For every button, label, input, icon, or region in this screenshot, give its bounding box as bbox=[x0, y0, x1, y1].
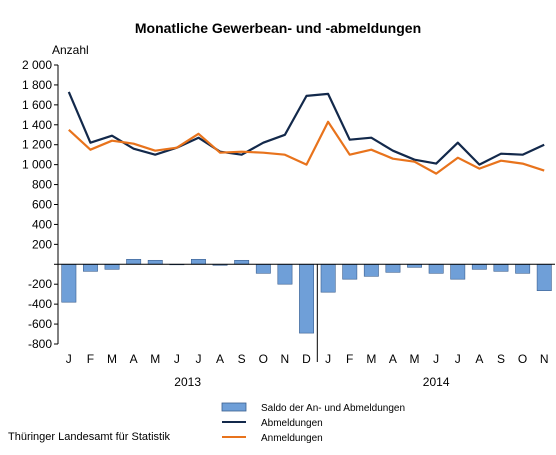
y-axis-label: Anzahl bbox=[52, 43, 89, 57]
y-tick-labels: 2 000 1 800 1 600 1 400 1 200 1 000 800 600 400 2… bbox=[22, 58, 52, 351]
saldo-bar bbox=[299, 263, 314, 334]
saldo-bar bbox=[191, 258, 206, 265]
saldo-bar bbox=[385, 263, 401, 273]
legend-label-saldo: Saldo der An- und Abmeldungen bbox=[261, 403, 405, 414]
saldo-bar bbox=[147, 259, 163, 265]
y-tick-label: 800 bbox=[32, 178, 52, 192]
y-tick-label: 1 200 bbox=[22, 138, 52, 152]
line-series bbox=[67, 91, 545, 175]
y-tick-label: 400 bbox=[32, 217, 52, 231]
y-tick-label: 1 400 bbox=[22, 118, 52, 132]
x-tick-label: S bbox=[497, 352, 505, 366]
y-tick-label: 1 600 bbox=[22, 98, 52, 112]
x-tick-label: S bbox=[238, 352, 246, 366]
year-label: 2014 bbox=[423, 375, 450, 389]
x-tick-label: N bbox=[281, 352, 290, 366]
chart-title: Monatliche Gewerbean- und -abmeldungen bbox=[135, 20, 421, 36]
x-tick-label: O bbox=[518, 352, 527, 366]
x-tick-label: M bbox=[410, 352, 420, 366]
x-tick-label: O bbox=[259, 352, 268, 366]
saldo-bar bbox=[342, 263, 358, 280]
x-tick-label: J bbox=[66, 352, 72, 366]
y-tick-label: 2 000 bbox=[22, 58, 52, 72]
axes bbox=[54, 64, 555, 362]
x-tick-label: J bbox=[174, 352, 180, 366]
saldo-bar bbox=[234, 259, 250, 265]
saldo-bar bbox=[428, 263, 444, 274]
x-tick-label: J bbox=[433, 352, 439, 366]
saldo-bar bbox=[450, 263, 466, 280]
x-tick-label: A bbox=[130, 352, 138, 366]
y-tick-label: 1 800 bbox=[22, 78, 52, 92]
saldo-bar bbox=[277, 263, 293, 285]
year-label: 2013 bbox=[174, 375, 201, 389]
x-tick-label: D bbox=[302, 352, 311, 366]
saldo-bar bbox=[363, 263, 379, 277]
x-tick-label: M bbox=[107, 352, 117, 366]
year-labels: 2013 2014 bbox=[174, 375, 450, 389]
x-tick-label: M bbox=[150, 352, 160, 366]
saldo-bar bbox=[83, 263, 98, 272]
saldo-bar bbox=[61, 263, 77, 303]
y-tick-label: 1 000 bbox=[22, 158, 52, 172]
saldo-bar bbox=[471, 263, 487, 270]
x-tick-label: A bbox=[389, 352, 397, 366]
x-tick-label: J bbox=[325, 352, 331, 366]
abmeldungen-line bbox=[67, 91, 545, 166]
y-tick-label: 600 bbox=[32, 198, 52, 212]
legend-label-anmeldungen: Anmeldungen bbox=[261, 433, 323, 444]
legend-swatch-saldo bbox=[221, 402, 247, 412]
bar-series bbox=[61, 258, 552, 334]
y-tick-label: 200 bbox=[32, 237, 52, 251]
x-tick-label: A bbox=[216, 352, 224, 366]
x-tick-label: J bbox=[195, 352, 201, 366]
x-tick-label: F bbox=[346, 352, 353, 366]
saldo-bar bbox=[515, 263, 531, 274]
source-note: Thüringer Landesamt für Statistik bbox=[8, 431, 171, 443]
saldo-bar bbox=[320, 263, 336, 293]
y-tick-label: -400 bbox=[28, 297, 52, 311]
legend: Saldo der An- und Abmeldungen Abmeldunge… bbox=[221, 402, 405, 444]
x-tick-label: A bbox=[475, 352, 483, 366]
y-tick-label: -200 bbox=[28, 277, 52, 291]
x-tick-label: J bbox=[455, 352, 461, 366]
anmeldungen-line bbox=[68, 120, 545, 175]
x-tick-label: M bbox=[366, 352, 376, 366]
x-tick-label: N bbox=[540, 352, 549, 366]
saldo-bar bbox=[536, 263, 552, 291]
saldo-bar bbox=[126, 258, 142, 265]
saldo-bar bbox=[104, 263, 120, 270]
y-tick-label: -600 bbox=[28, 317, 52, 331]
saldo-bar bbox=[255, 263, 271, 274]
legend-label-abmeldungen: Abmeldungen bbox=[261, 418, 323, 429]
y-tick-label: -800 bbox=[28, 337, 52, 351]
x-tick-label: F bbox=[87, 352, 94, 366]
saldo-bar bbox=[493, 263, 509, 272]
